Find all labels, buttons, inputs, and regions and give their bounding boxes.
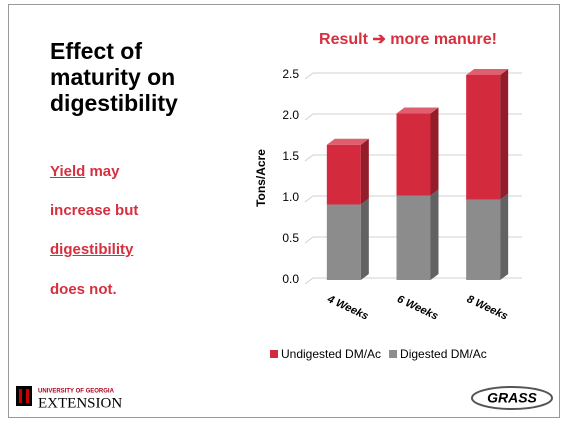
grid-line — [304, 113, 522, 121]
bar-segment — [466, 199, 501, 280]
bar-segment — [326, 204, 361, 280]
body-line: increase but — [50, 202, 138, 219]
logo-text: EXTENSION — [38, 395, 122, 411]
underlined-word: Yield — [50, 163, 86, 180]
grid-line — [304, 154, 522, 162]
y-tick-label: 1.0 — [282, 190, 299, 204]
logo-shape — [471, 386, 553, 410]
y-tick-label: 0.5 — [282, 231, 299, 245]
body-text: increase but — [50, 202, 139, 219]
x-tick-label: 6 Weeks — [395, 293, 440, 322]
grass-logo: GRASS — [471, 386, 553, 410]
legend-label: Digested DM/Ac — [400, 347, 487, 361]
body-line: does not. — [50, 281, 117, 298]
grid-line — [304, 72, 522, 80]
y-tick-label: 0.0 — [282, 272, 299, 286]
underlined-word: digestibility — [50, 241, 134, 258]
logo-icon — [16, 386, 32, 406]
y-tick-label: 1.5 — [282, 149, 299, 163]
bar-segment — [396, 195, 431, 280]
grid-line — [304, 236, 522, 244]
y-tick-label: 2.0 — [282, 108, 299, 122]
legend-swatch — [389, 350, 398, 358]
logo-text: GRASS — [487, 390, 537, 406]
legend-label: Undigested DM/Ac — [281, 347, 381, 361]
bar-top — [396, 107, 439, 114]
bar-segment — [396, 113, 431, 196]
y-axis-label: Tons/Acre — [254, 149, 268, 207]
bar-side — [360, 138, 369, 205]
bar-side — [360, 198, 369, 280]
bar-side — [500, 69, 509, 200]
body-line: digestibility — [50, 241, 133, 258]
bar-side — [430, 189, 439, 280]
slide-frame — [8, 4, 560, 418]
bar-side — [430, 107, 439, 196]
grid-line — [304, 195, 522, 203]
body-text: does not. — [50, 281, 117, 298]
bar-segment — [326, 144, 361, 205]
bar-side — [500, 193, 509, 280]
x-tick-label: 8 Weeks — [465, 293, 510, 322]
logo-text: UNIVERSITY OF GEORGIA — [38, 389, 115, 395]
bar-top — [466, 69, 509, 75]
x-tick-label: 4 Weeks — [325, 293, 371, 323]
body-line: Yield may — [50, 163, 120, 180]
bar-segment — [466, 75, 501, 200]
body-text: may — [85, 163, 120, 180]
logo-icon — [26, 389, 29, 403]
bar-top — [326, 138, 369, 145]
y-tick-label: 2.5 — [282, 67, 299, 81]
legend-swatch — [270, 350, 278, 358]
logo-icon — [19, 389, 22, 403]
grid-line — [304, 277, 522, 285]
chart-title: Result ➔ more manure! — [319, 31, 497, 48]
slide-title: Effect of maturity on digestibility — [50, 38, 178, 116]
uga-logo: UNIVERSITY OF GEORGIA EXTENSION — [16, 386, 122, 411]
